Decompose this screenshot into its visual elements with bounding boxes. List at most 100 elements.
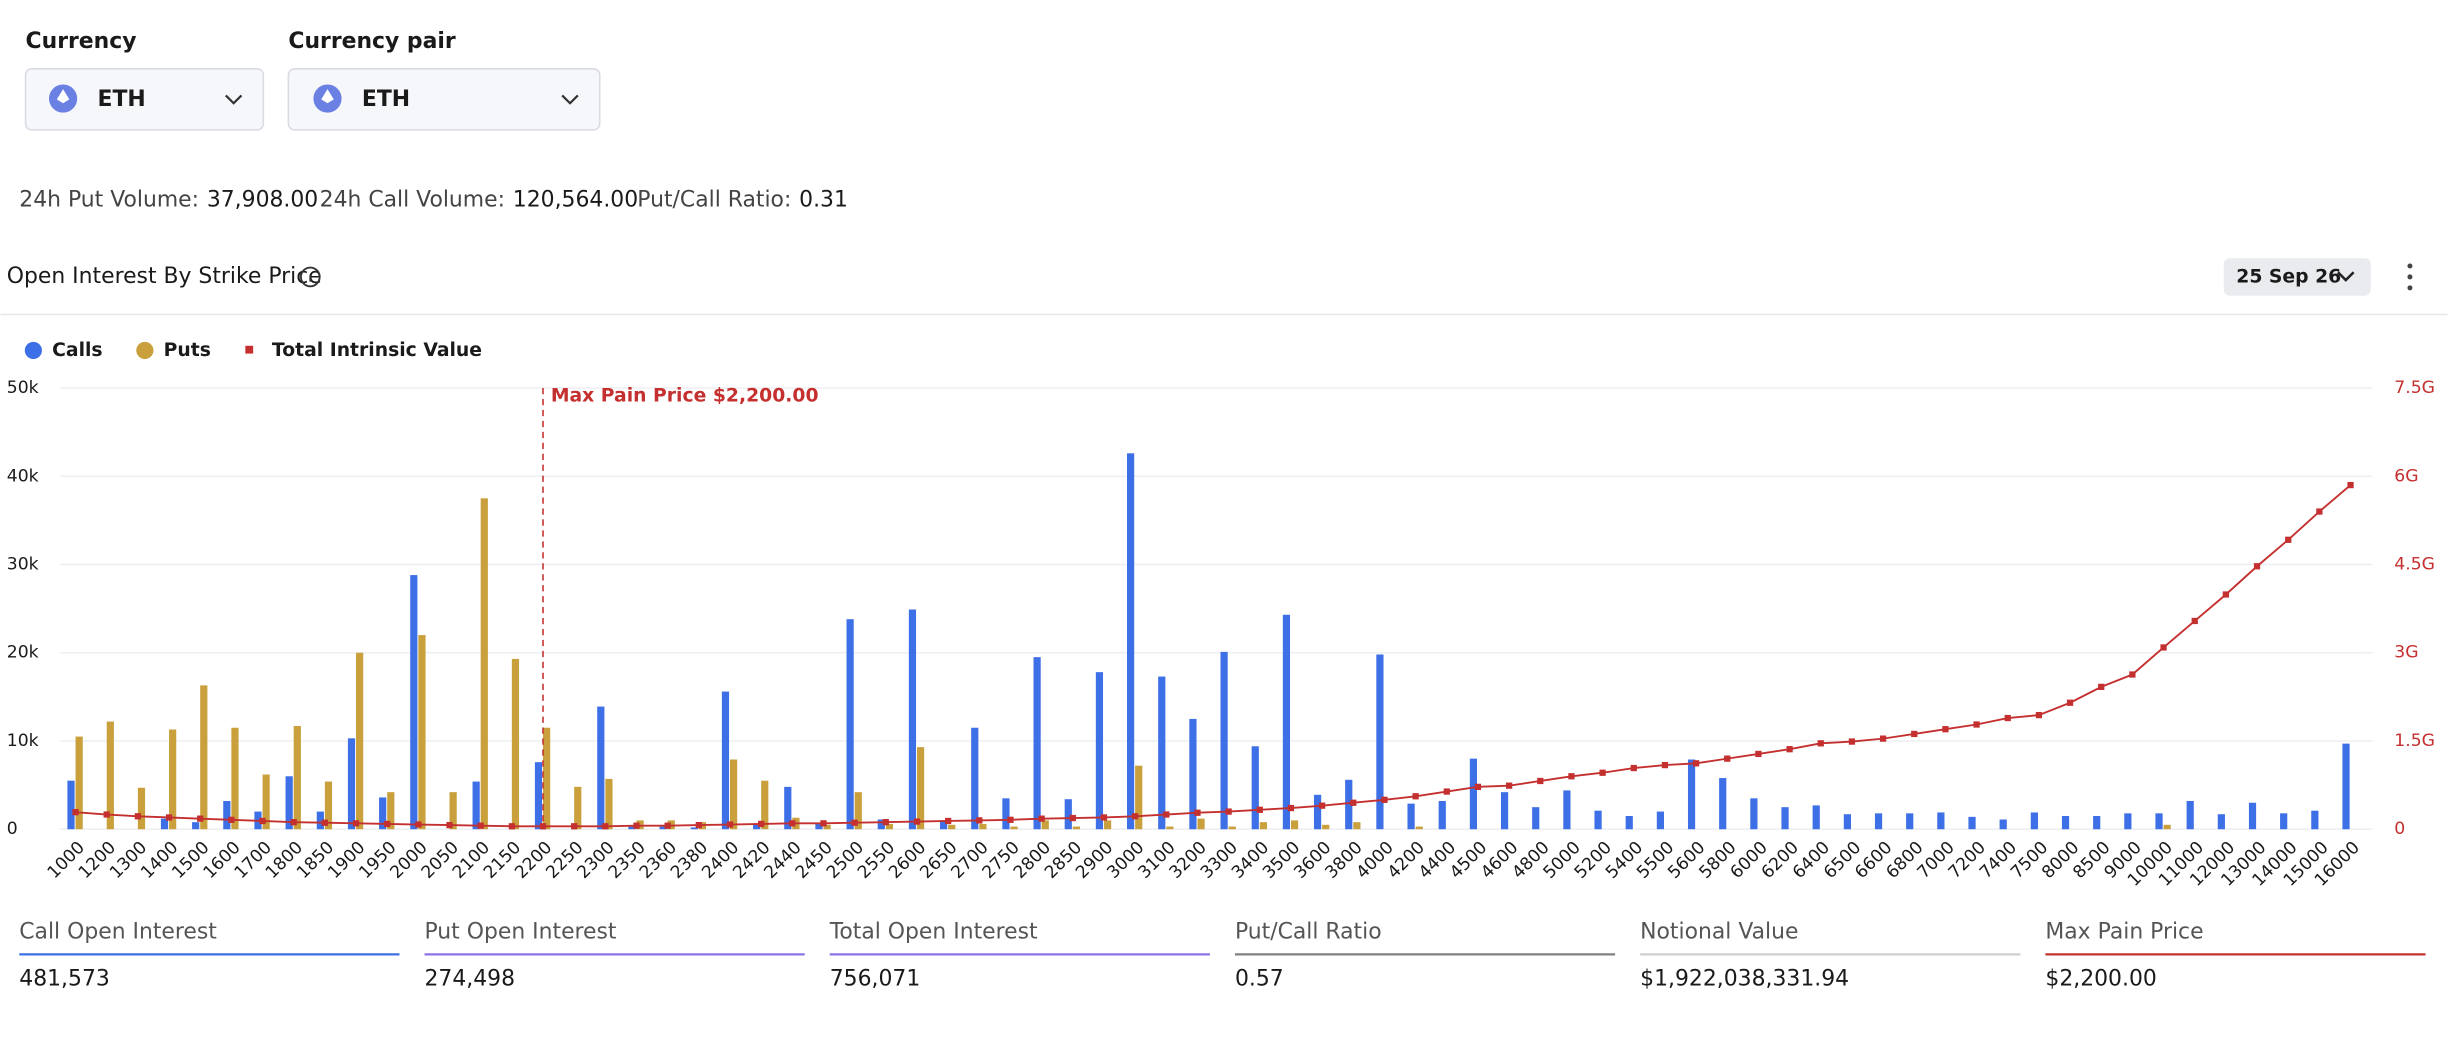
y2-tick-label: 3G (2394, 643, 2418, 663)
bar (449, 792, 457, 830)
bar (2342, 743, 2350, 830)
marker (165, 814, 173, 821)
bar (1594, 810, 1602, 830)
currency-value: ETH (98, 87, 146, 112)
bar (1345, 779, 1353, 830)
bar (223, 800, 231, 830)
marker (2035, 711, 2043, 719)
marker (1474, 783, 1482, 790)
bar (1103, 820, 1112, 830)
bar (1259, 822, 1267, 830)
bar (262, 774, 270, 830)
bar (2311, 810, 2319, 830)
stat-label: 24h Call Volume: (320, 187, 505, 212)
bar (2217, 814, 2225, 830)
pair-dropdown[interactable] (287, 68, 601, 131)
bar (628, 826, 636, 830)
bar (1127, 453, 1135, 830)
bar (846, 619, 854, 830)
currency-dropdown[interactable] (24, 68, 265, 131)
y2-tick-label: 6G (2394, 466, 2418, 486)
bar (1532, 807, 1540, 830)
bar (1158, 676, 1166, 830)
marker (2191, 617, 2198, 625)
bar (823, 824, 831, 830)
bar (1719, 778, 1727, 830)
marker (1942, 726, 1949, 733)
y2-tick-label: 1.5G (2394, 731, 2435, 751)
marker (726, 821, 734, 828)
bar (574, 786, 582, 830)
y2-tick-label: 0 (2394, 819, 2405, 839)
legend-swatch (136, 341, 154, 360)
bar (1500, 792, 1509, 830)
marker (1287, 804, 1295, 812)
bar (815, 823, 823, 830)
bar (2124, 813, 2132, 830)
max-pain-label: Max Pain Price $2,200.00 (551, 385, 819, 406)
marker (945, 817, 952, 825)
marker (1038, 815, 1045, 822)
bar (690, 827, 698, 830)
marker (1194, 809, 1201, 816)
y-tick-label: 50k (7, 378, 39, 398)
y-tick-label: 20k (7, 643, 39, 663)
marker (2129, 671, 2136, 678)
bar (1750, 798, 1758, 830)
bar (908, 609, 917, 830)
marker (384, 820, 391, 828)
bar (1135, 765, 1143, 830)
bar (231, 727, 239, 830)
bar (1313, 794, 1322, 830)
marker (602, 823, 609, 830)
marker (2285, 536, 2292, 543)
marker (259, 817, 266, 825)
summary-label: Notional Value (1640, 919, 1798, 944)
bar (916, 747, 925, 830)
chevron (2337, 271, 2355, 282)
legend-label: Puts (164, 340, 211, 361)
bar (410, 575, 418, 830)
bar (2030, 812, 2038, 830)
bar (1376, 654, 1384, 830)
bar (1906, 813, 1914, 830)
bar (285, 776, 293, 830)
info-icon[interactable] (299, 266, 321, 288)
bar (1687, 759, 1696, 830)
marker (633, 822, 640, 829)
bar (1563, 790, 1571, 830)
bar (1166, 826, 1174, 830)
marker (664, 822, 671, 829)
bar (2248, 802, 2257, 830)
bar (534, 762, 543, 830)
marker (352, 820, 360, 827)
expiry-value: 25 Sep 26 (2236, 266, 2341, 287)
marker (1412, 793, 1419, 800)
marker (1318, 802, 1326, 809)
bar (1041, 820, 1049, 830)
bar (192, 822, 200, 830)
marker (1817, 740, 1824, 747)
summary-label: Put Open Interest (425, 919, 617, 944)
expiry-chip[interactable] (2223, 258, 2371, 296)
marker (1973, 721, 1980, 728)
bar (1937, 812, 1945, 830)
kebab-menu[interactable] (2407, 263, 2413, 291)
chart-title: Open Interest By Strike Price (7, 264, 322, 289)
marker (2098, 683, 2105, 690)
marker (2222, 591, 2230, 598)
bar (1353, 822, 1361, 830)
bar (75, 736, 83, 830)
summary-value: 0.57 (1235, 966, 1284, 991)
line (75, 484, 2352, 828)
marker (913, 818, 921, 825)
marker (134, 813, 142, 820)
marker (1848, 738, 1856, 745)
bar (885, 823, 894, 830)
marker (1443, 788, 1450, 795)
bar (169, 729, 177, 830)
bar (1010, 826, 1018, 830)
marker (1225, 808, 1232, 815)
bar (1322, 824, 1330, 830)
